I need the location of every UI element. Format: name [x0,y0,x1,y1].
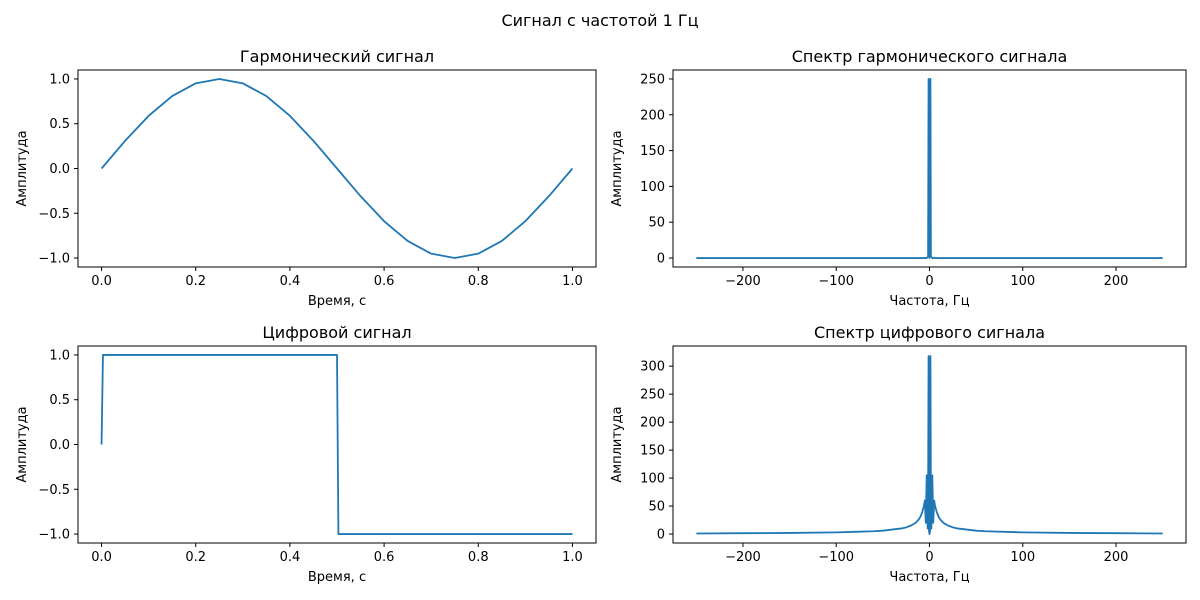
series-line [696,78,1163,259]
x-tick-label: 0.2 [185,550,206,565]
y-tick-label: 50 [648,216,665,231]
y-tick-label: −1.0 [38,528,70,543]
subplot-1: Гармонический сигнал 0.0 0.2 0.4 0.6 0.8 1.0 1.… [15,47,597,309]
subplot-title: Гармонический сигнал [240,47,434,66]
x-tick-label: −100 [818,274,854,289]
x-tick-label: −100 [818,550,854,565]
x-tick-label: 0 [925,550,933,565]
y-tick-label: 100 [640,180,665,195]
series-line [696,355,1163,535]
y-axis-label: Амплитуда [610,130,625,206]
x-tick-label: 1.0 [562,550,583,565]
y-axis-label: Амплитуда [15,406,30,482]
y-tick-label: 0.0 [49,162,70,177]
subplot-3: Цифровой сигнал 0.0 0.2 0.4 0.6 0.8 1.0 1.0 0.5 0… [15,323,597,585]
x-tick-label: 0.8 [468,274,489,289]
series-line [100,78,574,259]
y-tick-label: 1.0 [49,72,70,87]
y-axis-label: Амплитуда [610,406,625,482]
y-tick-label: −0.5 [38,483,70,498]
y-tick-label: 50 [648,500,665,515]
x-axis-label: Частота, Гц [889,294,969,309]
y-tick-label: 100 [640,472,665,487]
subplot-4: Спектр цифрового сигнала −200 −100 0 100 200 3… [610,323,1187,585]
y-tick-label: 0.5 [49,393,70,408]
x-tick-label: 0.4 [280,274,301,289]
x-tick-label: 100 [1010,274,1035,289]
x-tick-label: 200 [1104,274,1129,289]
x-axis-label: Время, с [308,570,366,585]
x-tick-label: 0.0 [91,274,112,289]
y-tick-label: 0 [657,528,665,543]
y-tick-label: 150 [640,144,665,159]
x-tick-label: 0.6 [374,274,395,289]
y-tick-label: 250 [640,388,665,403]
x-tick-label: −200 [725,550,761,565]
subplot-title: Спектр гармонического сигнала [792,47,1068,66]
x-tick-label: 0.0 [91,550,112,565]
y-tick-label: −0.5 [38,207,70,222]
x-tick-label: 200 [1104,550,1129,565]
y-tick-label: 250 [640,72,665,87]
subplot-title: Спектр цифрового сигнала [814,323,1045,342]
y-tick-label: 0 [657,252,665,267]
y-tick-label: 150 [640,444,665,459]
y-tick-label: 300 [640,360,665,375]
y-tick-label: 0.0 [49,438,70,453]
x-axis-label: Частота, Гц [889,570,969,585]
y-tick-label: 200 [640,416,665,431]
y-tick-label: 0.5 [49,117,70,132]
figure-suptitle: Сигнал с частотой 1 Гц [501,11,698,30]
y-axis-label: Амплитуда [15,130,30,206]
subplot-title: Цифровой сигнал [262,323,411,342]
x-tick-label: 0.8 [468,550,489,565]
series-line [100,354,573,535]
x-tick-label: 0.4 [280,550,301,565]
x-tick-label: 0.6 [374,550,395,565]
y-tick-label: −1.0 [38,252,70,267]
x-tick-label: 0 [925,274,933,289]
subplots-group: Гармонический сигнал 0.0 0.2 0.4 0.6 0.8 1.0 1.… [15,47,1187,585]
x-tick-label: 100 [1010,550,1035,565]
y-tick-label: 1.0 [49,348,70,363]
y-tick-label: 200 [640,108,665,123]
x-tick-label: −200 [725,274,761,289]
x-tick-label: 1.0 [562,274,583,289]
subplot-2: Спектр гармонического сигнала −200 −100 0 10… [610,47,1187,309]
x-tick-label: 0.2 [185,274,206,289]
x-axis-label: Время, с [308,294,366,309]
